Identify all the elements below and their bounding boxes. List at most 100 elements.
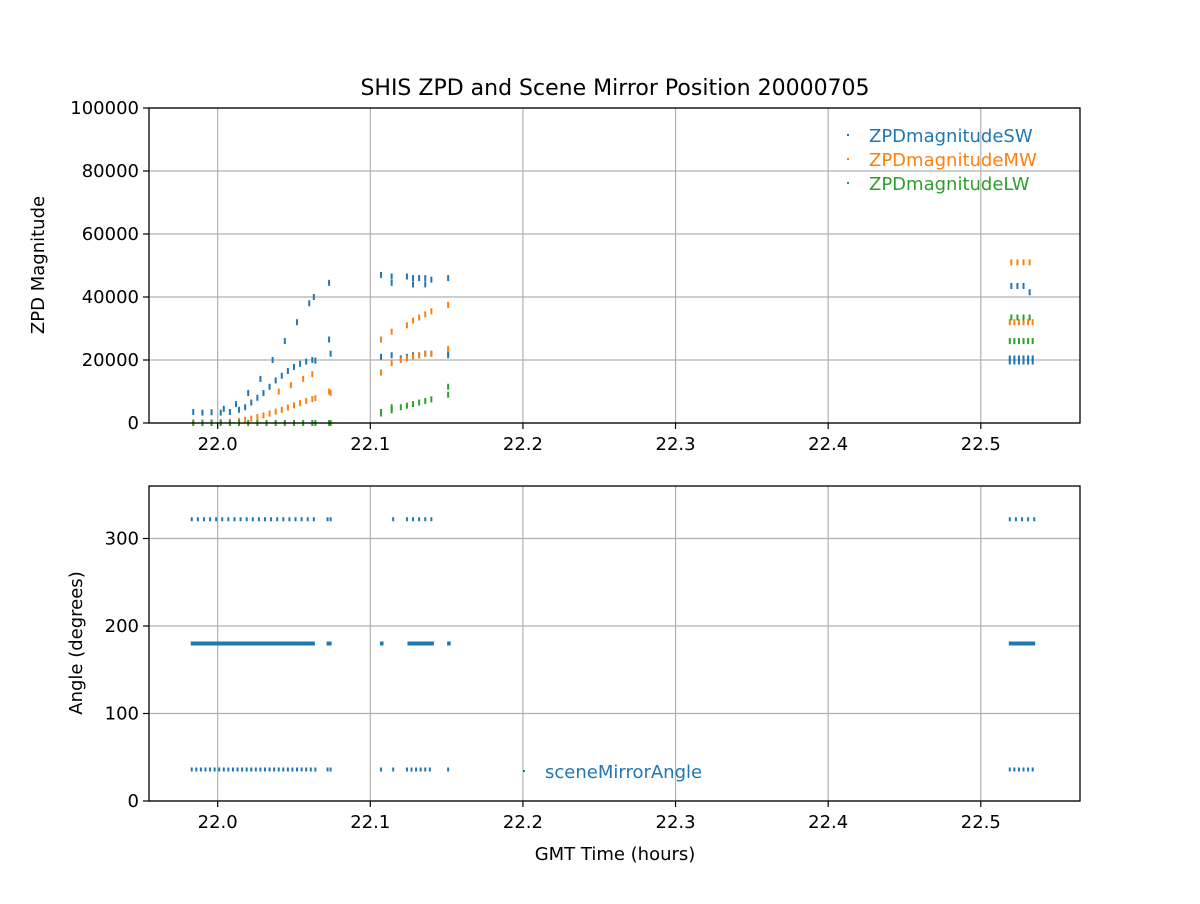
point-sceneMirrorAngle <box>415 767 418 772</box>
point-sceneMirrorAngle <box>277 767 280 772</box>
point-ZPDmagnitudeLW <box>447 383 450 390</box>
point-sceneMirrorAngle <box>276 517 279 522</box>
point-ZPDmagnitudeMW <box>305 397 308 404</box>
point-sceneMirrorAngle <box>448 641 451 646</box>
point-ZPDmagnitudeMW <box>268 410 271 417</box>
point-ZPDmagnitudeSW <box>412 275 415 282</box>
point-ZPDmagnitudeSW <box>1017 355 1020 362</box>
point-ZPDmagnitudeSW <box>1008 355 1011 362</box>
point-sceneMirrorAngle <box>209 767 212 772</box>
point-sceneMirrorAngle <box>251 641 254 646</box>
point-ZPDmagnitudeMW <box>447 345 450 352</box>
x-axis-label: GMT Time (hours) <box>535 844 696 865</box>
x-tick-label: 22.2 <box>503 812 543 833</box>
point-sceneMirrorAngle <box>300 517 303 522</box>
point-sceneMirrorAngle <box>227 767 230 772</box>
point-ZPDmagnitudeLW <box>1028 314 1031 321</box>
point-ZPDmagnitudeMW <box>280 406 283 413</box>
top-axes-frame <box>148 107 1081 424</box>
point-sceneMirrorAngle <box>227 517 230 522</box>
point-ZPDmagnitudeLW <box>418 399 421 406</box>
point-sceneMirrorAngle <box>294 641 297 646</box>
point-sceneMirrorAngle <box>410 641 413 646</box>
point-sceneMirrorAngle <box>222 767 225 772</box>
point-sceneMirrorAngle <box>1013 767 1016 772</box>
point-sceneMirrorAngle <box>300 767 303 772</box>
point-sceneMirrorAngle <box>196 517 199 522</box>
x-tick-label: 22.2 <box>503 434 543 455</box>
y-tick-label: 300 <box>105 529 139 550</box>
point-ZPDmagnitudeMW <box>1022 319 1025 326</box>
point-sceneMirrorAngle <box>405 767 408 772</box>
point-sceneMirrorAngle <box>328 641 331 646</box>
point-sceneMirrorAngle <box>259 767 262 772</box>
point-sceneMirrorAngle <box>1021 517 1024 522</box>
point-sceneMirrorAngle <box>283 641 286 646</box>
point-sceneMirrorAngle <box>221 641 224 646</box>
point-ZPDmagnitudeLW <box>399 404 402 411</box>
point-sceneMirrorAngle <box>193 641 196 646</box>
point-sceneMirrorAngle <box>207 641 210 646</box>
y-tick-label: 0 <box>128 791 139 812</box>
point-sceneMirrorAngle <box>1011 641 1014 646</box>
point-ZPDmagnitudeSW <box>447 275 450 282</box>
point-sceneMirrorAngle <box>1010 641 1013 646</box>
point-ZPDmagnitudeSW <box>210 409 213 416</box>
x-tick-label: 22.1 <box>350 812 390 833</box>
top-marks <box>192 259 1034 426</box>
point-ZPDmagnitudeSW <box>1016 282 1019 289</box>
point-sceneMirrorAngle <box>405 517 408 522</box>
point-ZPDmagnitudeSW <box>1031 358 1034 365</box>
x-tick-label: 22.1 <box>350 434 390 455</box>
point-ZPDmagnitudeSW <box>379 271 382 278</box>
point-sceneMirrorAngle <box>282 641 285 646</box>
point-sceneMirrorAngle <box>419 641 422 646</box>
point-sceneMirrorAngle <box>210 641 213 646</box>
point-ZPDmagnitudeMW <box>311 371 314 378</box>
point-ZPDmagnitudeMW <box>1017 319 1020 326</box>
point-sceneMirrorAngle <box>427 641 430 646</box>
point-ZPDmagnitudeSW <box>296 319 299 326</box>
point-ZPDmagnitudeSW <box>1013 358 1016 365</box>
y-tick-label: 0 <box>128 413 139 434</box>
point-ZPDmagnitudeLW <box>1027 338 1030 345</box>
point-sceneMirrorAngle <box>213 767 216 772</box>
point-sceneMirrorAngle <box>1016 641 1019 646</box>
point-sceneMirrorAngle <box>412 517 415 522</box>
bottom-y-axis-label: Angle (degrees) <box>66 571 87 714</box>
point-sceneMirrorAngle <box>286 641 289 646</box>
point-ZPDmagnitudeSW <box>430 276 433 283</box>
x-tick-label: 22.3 <box>656 434 696 455</box>
point-ZPDmagnitudeMW <box>299 400 302 407</box>
point-sceneMirrorAngle <box>276 641 279 646</box>
point-sceneMirrorAngle <box>209 641 212 646</box>
point-sceneMirrorAngle <box>242 641 245 646</box>
point-ZPDmagnitudeLW <box>390 404 393 411</box>
point-sceneMirrorAngle <box>419 767 422 772</box>
point-sceneMirrorAngle <box>447 641 450 646</box>
point-sceneMirrorAngle <box>219 641 222 646</box>
point-sceneMirrorAngle <box>270 641 273 646</box>
point-sceneMirrorAngle <box>329 767 332 772</box>
point-sceneMirrorAngle <box>263 517 266 522</box>
point-sceneMirrorAngle <box>248 641 251 646</box>
point-ZPDmagnitudeMW <box>1010 259 1013 266</box>
point-sceneMirrorAngle <box>288 641 291 646</box>
point-sceneMirrorAngle <box>392 517 395 522</box>
point-ZPDmagnitudeSW <box>418 275 421 282</box>
point-ZPDmagnitudeSW <box>192 408 195 415</box>
point-ZPDmagnitudeSW <box>1031 355 1034 362</box>
point-ZPDmagnitudeSW <box>274 377 277 384</box>
point-ZPDmagnitudeSW <box>312 294 315 300</box>
point-sceneMirrorAngle <box>326 767 329 772</box>
point-sceneMirrorAngle <box>1024 641 1027 646</box>
point-ZPDmagnitudeMW <box>447 301 450 308</box>
point-sceneMirrorAngle <box>218 767 221 772</box>
point-sceneMirrorAngle <box>1027 517 1030 522</box>
point-ZPDmagnitudeSW <box>1028 289 1031 296</box>
point-sceneMirrorAngle <box>326 517 329 522</box>
point-ZPDmagnitudeLW <box>1010 314 1013 321</box>
point-sceneMirrorAngle <box>263 767 266 772</box>
point-sceneMirrorAngle <box>253 641 256 646</box>
